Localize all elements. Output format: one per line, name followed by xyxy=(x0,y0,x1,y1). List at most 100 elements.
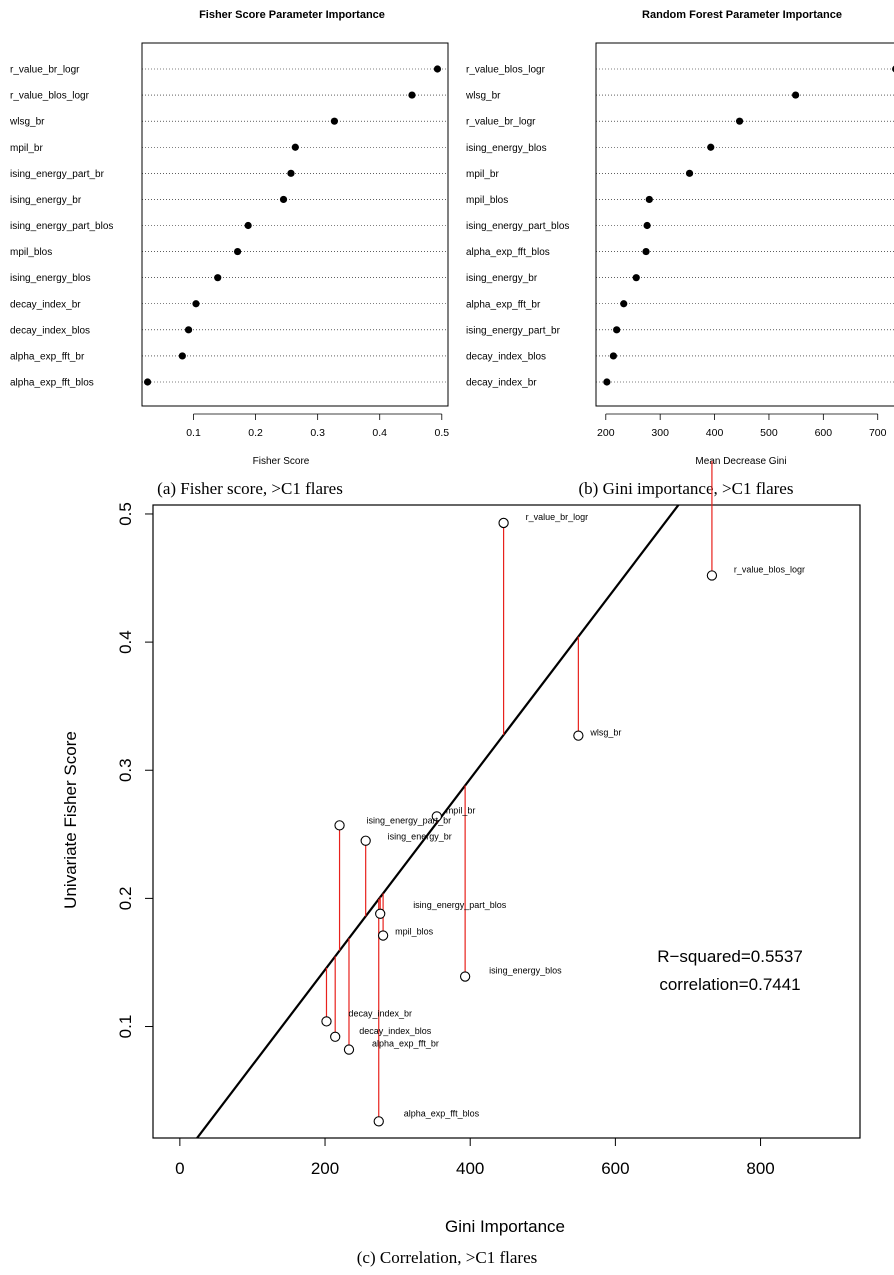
gini-chart-title: Random Forest Parameter Importance xyxy=(642,9,842,21)
scatter-point xyxy=(706,570,718,581)
data-point xyxy=(244,221,252,230)
category-label: ising_energy_part_blos xyxy=(10,221,113,232)
category-label: ising_energy_blos xyxy=(10,273,91,284)
category-label: ising_energy_blos xyxy=(466,143,547,154)
data-point xyxy=(642,247,650,256)
data-point xyxy=(645,195,653,204)
point-label: decay_index_blos xyxy=(359,1026,432,1036)
gini-plot-frame xyxy=(595,42,894,407)
data-point xyxy=(279,195,288,204)
data-point xyxy=(408,91,416,99)
scatter-point xyxy=(375,908,386,919)
correlation-y-axis: 0.1 0.2 0.3 0.4 0.5 xyxy=(116,502,153,1038)
correlation-x-axis-label: Gini Importance xyxy=(445,1217,565,1236)
x-tick-label: 400 xyxy=(456,1159,484,1178)
scatter-point xyxy=(373,1116,384,1127)
data-point xyxy=(603,378,611,386)
point-label: r_value_blos_logr xyxy=(734,564,805,574)
category-label: alpha_exp_fft_blos xyxy=(10,378,94,389)
y-tick-label: 0.2 xyxy=(116,887,135,911)
fisher-score-panel: Fisher Score Parameter Importance r_valu… xyxy=(9,9,449,498)
category-label: mpil_blos xyxy=(10,247,52,258)
r-squared-annotation: R−squared=0.5537 xyxy=(657,947,803,966)
category-label: decay_index_blos xyxy=(10,325,90,336)
fisher-chart-title: Fisher Score Parameter Importance xyxy=(199,9,385,21)
x-tick-label: 600 xyxy=(815,427,833,439)
point-label: alpha_exp_fft_blos xyxy=(404,1108,480,1118)
x-tick-label: 0.1 xyxy=(186,427,201,439)
category-label: mpil_br xyxy=(466,169,499,180)
x-tick-label: 400 xyxy=(706,427,724,439)
category-label: mpil_blos xyxy=(466,195,508,206)
x-tick-label: 0.5 xyxy=(434,427,449,439)
data-point xyxy=(685,169,694,177)
category-label: decay_index_br xyxy=(10,299,81,310)
data-point xyxy=(143,378,152,386)
y-tick-label: 0.1 xyxy=(116,1015,135,1039)
category-label: ising_energy_part_br xyxy=(10,169,105,180)
fisher-caption: (a) Fisher score, >C1 flares xyxy=(157,479,343,498)
correlation-plot-frame xyxy=(152,504,861,1139)
data-point xyxy=(643,221,651,230)
category-label: wlsg_br xyxy=(465,91,501,102)
category-label: ising_energy_part_blos xyxy=(466,221,569,232)
point-label: mpil_br xyxy=(446,805,476,815)
category-label: alpha_exp_fft_br xyxy=(10,351,85,362)
data-point xyxy=(233,247,242,256)
correlation-content: r_value_br_logr r_value_blos_logr wlsg_brm… xyxy=(195,460,805,1138)
category-label: wlsg_br xyxy=(9,117,45,128)
data-point xyxy=(613,326,621,334)
category-label: r_value_blos_logr xyxy=(466,65,546,76)
data-point xyxy=(735,117,744,125)
point-label: alpha_exp_fft_br xyxy=(372,1039,439,1049)
gini-caption: (b) Gini importance, >C1 flares xyxy=(579,479,794,498)
correlation-annotation: correlation=0.7441 xyxy=(659,975,800,994)
gini-panel: Random Forest Parameter Importance r_val… xyxy=(465,9,894,498)
data-point xyxy=(214,274,222,282)
scatter-point xyxy=(377,930,389,941)
category-label: ising_energy_part_br xyxy=(466,325,561,336)
x-tick-label: 0.3 xyxy=(310,427,325,439)
gini-rows: r_value_blos_logr wlsg_br r_value_br_logri… xyxy=(465,65,894,389)
category-label: ising_energy_br xyxy=(466,273,538,284)
point-label: ising_energy_part_br xyxy=(367,815,452,825)
data-point xyxy=(433,65,442,73)
y-tick-label: 0.4 xyxy=(116,630,135,654)
point-label: decay_index_br xyxy=(348,1008,412,1018)
correlation-caption: (c) Correlation, >C1 flares xyxy=(357,1248,537,1267)
scatter-point xyxy=(334,820,345,831)
data-point xyxy=(620,300,628,308)
data-point xyxy=(330,117,339,125)
scatter-point xyxy=(360,835,371,846)
fisher-plot-frame xyxy=(141,42,449,407)
correlation-panel: r_value_br_logr r_value_blos_logr wlsg_brm… xyxy=(61,460,861,1267)
x-tick-label: 200 xyxy=(311,1159,339,1178)
data-point xyxy=(192,300,200,308)
x-tick-label: 600 xyxy=(601,1159,629,1178)
scatter-point xyxy=(330,1031,341,1042)
point-label: wlsg_br xyxy=(589,728,621,738)
point-label: ising_energy_part_blos xyxy=(413,900,507,910)
point-label: ising_energy_br xyxy=(388,832,452,842)
category-label: decay_index_blos xyxy=(466,351,546,362)
point-label: mpil_blos xyxy=(395,927,434,937)
point-label: r_value_br_logr xyxy=(526,512,589,522)
x-tick-label: 300 xyxy=(651,427,669,439)
data-point xyxy=(291,143,299,151)
data-point xyxy=(707,143,715,151)
x-tick-label: 0.4 xyxy=(372,427,387,439)
category-label: ising_energy_br xyxy=(10,195,82,206)
x-tick-label: 200 xyxy=(597,427,615,439)
x-tick-label: 0 xyxy=(175,1159,184,1178)
data-point xyxy=(632,274,640,282)
data-point xyxy=(791,91,800,99)
scatter-point xyxy=(459,971,471,982)
x-tick-label: 0.2 xyxy=(248,427,263,439)
correlation-x-axis: 0 200 400 600 800 xyxy=(175,1137,775,1178)
gini-x-axis-label: Mean Decrease Gini xyxy=(695,456,786,467)
category-label: r_value_br_logr xyxy=(466,117,536,128)
category-label: mpil_br xyxy=(10,143,43,154)
y-tick-label: 0.3 xyxy=(116,758,135,782)
scatter-point xyxy=(343,1044,355,1055)
